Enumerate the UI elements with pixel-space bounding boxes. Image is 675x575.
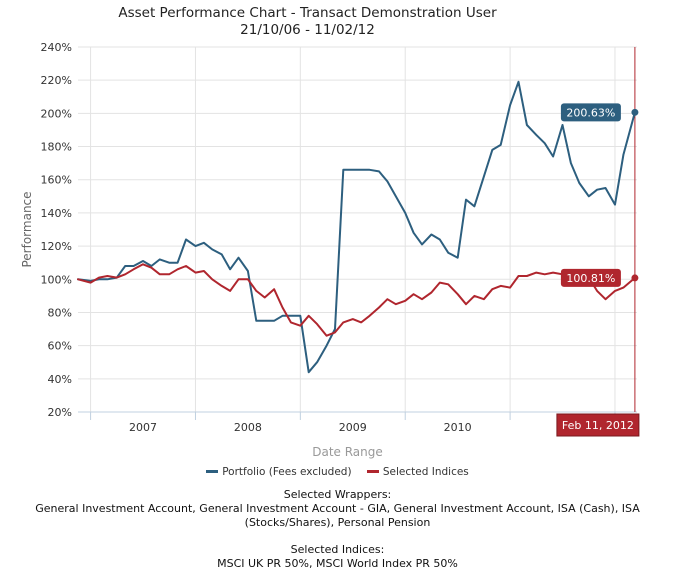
x-tick-label: 2010: [444, 421, 472, 434]
grid-lines: [78, 46, 637, 420]
data-point-portfolio-fees-excluded: [631, 108, 639, 116]
legend-label-portfolio: Portfolio (Fees excluded): [222, 466, 352, 478]
crosshair-date-badge: Feb 11, 2012: [556, 413, 640, 437]
x-tick-label: 2009: [339, 421, 367, 434]
legend-swatch-indices: [366, 469, 379, 473]
y-tick-label: 100%: [41, 273, 72, 286]
end-label-selected-indices: 100.81%: [566, 272, 615, 285]
x-axis-tick-labels: 2007 2008 2009 2010: [129, 421, 472, 434]
y-tick-label: 60%: [48, 340, 72, 353]
y-axis-title: Performance: [20, 191, 34, 267]
selected-wrappers-label: Selected Wrappers:: [283, 488, 392, 501]
y-tick-label: 220%: [41, 74, 72, 87]
selected-indices-text: MSCI UK PR 50%, MSCI World Index PR 50%: [217, 557, 458, 570]
y-axis-tick-labels: 20% 40% 60% 80% 100% 120% 140% 160% 180% 200% 220%…: [41, 41, 72, 419]
crosshair-date-label: Feb 11, 2012: [562, 419, 634, 432]
performance-chart: 20% 40% 60% 80% 100% 120% 140% 160% 180% 200% 220%…: [20, 41, 640, 459]
series-line-portfolio-fees-excluded: [77, 80, 636, 374]
end-label-box-portfolio-fees-excluded: [560, 103, 621, 122]
y-tick-label: 20%: [48, 406, 72, 419]
legend-label-indices: Selected Indices: [382, 466, 469, 478]
chart-title: Asset Performance Chart - Transact Demon…: [118, 5, 497, 21]
y-tick-label: 160%: [41, 174, 72, 187]
end-value-labels: 200.63% 100.81%: [560, 103, 621, 287]
y-tick-label: 180%: [41, 141, 72, 154]
x-tick-label: 2007: [129, 421, 157, 434]
legend: Portfolio (Fees excluded) Selected Indic…: [0, 466, 675, 478]
y-tick-label: 140%: [41, 207, 72, 220]
y-tick-label: 240%: [41, 41, 72, 54]
end-label-box-selected-indices: [560, 268, 621, 287]
legend-item-portfolio[interactable]: Portfolio (Fees excluded): [206, 466, 352, 478]
series-layer: [77, 80, 639, 374]
x-tick-label: 2008: [234, 421, 262, 434]
legend-item-indices[interactable]: Selected Indices: [366, 466, 469, 478]
y-tick-label: 40%: [48, 373, 72, 386]
end-label-portfolio-fees-excluded: 200.63%: [566, 106, 615, 119]
data-point-selected-indices: [631, 274, 639, 282]
selected-indices-label: Selected Indices:: [290, 543, 385, 556]
y-tick-label: 120%: [41, 240, 72, 253]
legend-swatch-portfolio: [206, 469, 219, 473]
x-axis-title: Date Range: [312, 445, 383, 459]
y-tick-label: 80%: [48, 306, 72, 319]
selected-wrappers-text: General Investment Account, General Inve…: [35, 502, 640, 529]
chart-subtitle: 21/10/06 - 11/02/12: [240, 22, 375, 38]
y-tick-label: 200%: [41, 107, 72, 120]
series-line-selected-indices: [77, 263, 636, 337]
